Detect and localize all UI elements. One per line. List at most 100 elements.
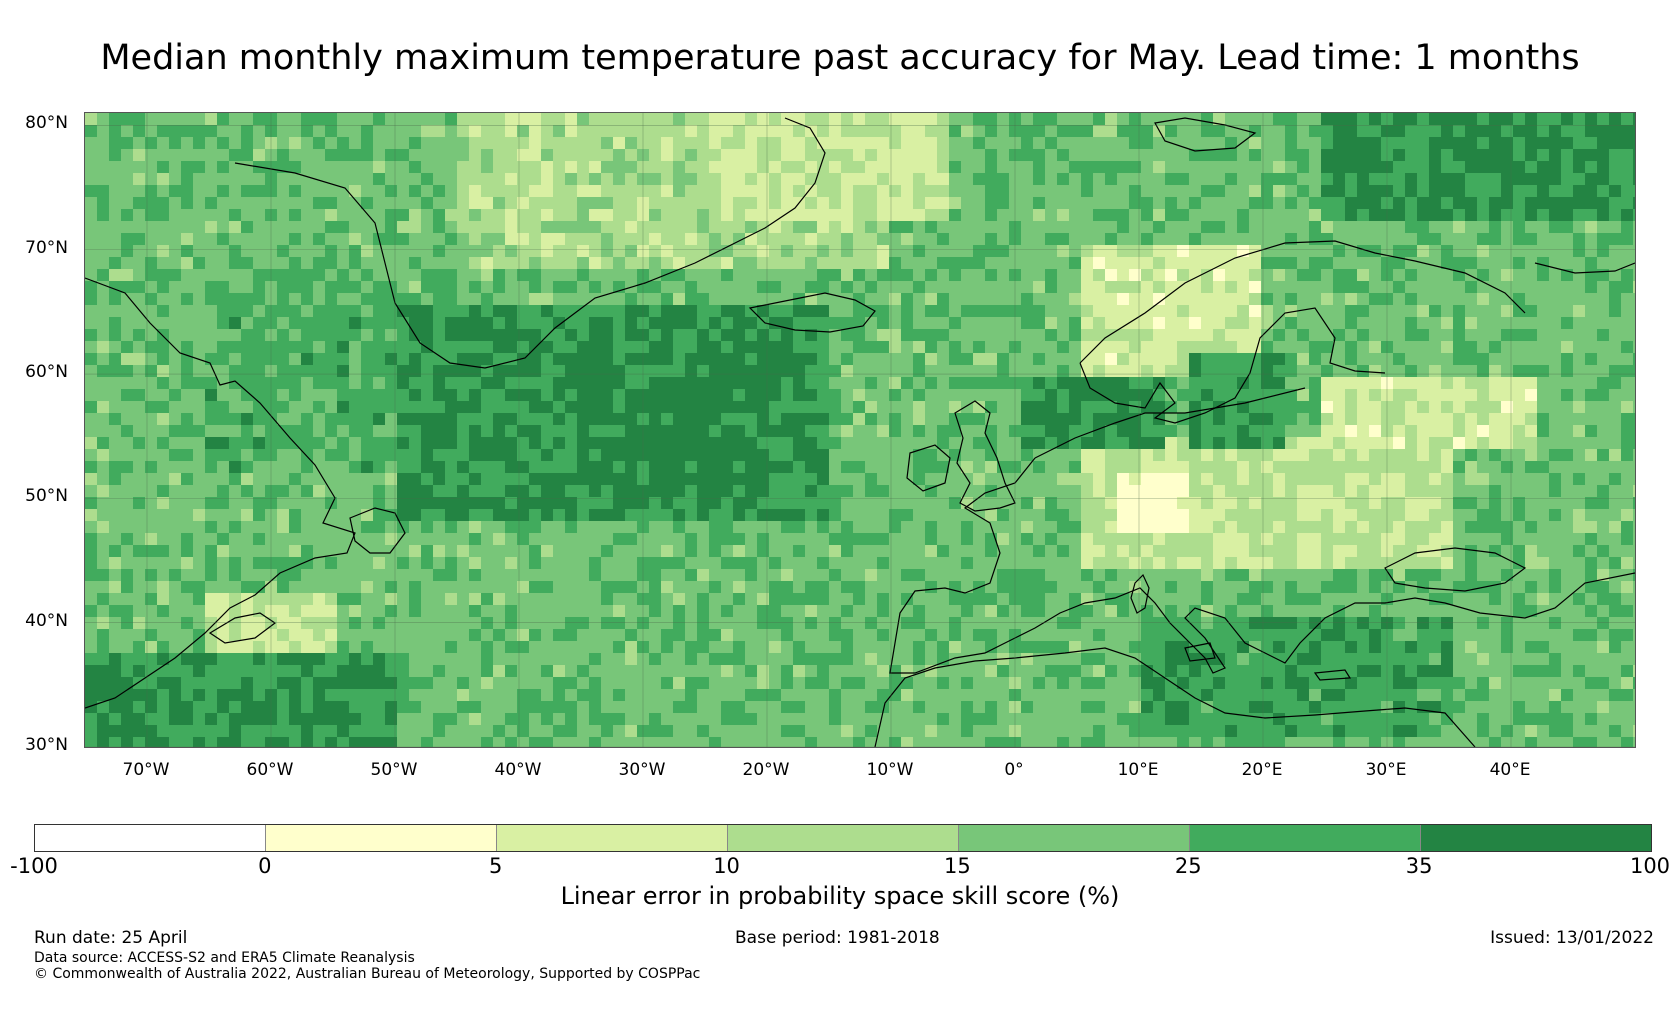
skill-cell — [997, 245, 1010, 258]
skill-cell — [649, 509, 662, 522]
skill-cell — [1201, 161, 1214, 174]
skill-cell — [181, 113, 194, 126]
skill-cell — [1309, 245, 1322, 258]
skill-cell — [505, 461, 518, 474]
skill-cell — [913, 401, 926, 414]
skill-cell — [1441, 269, 1454, 282]
skill-cell — [1441, 257, 1454, 270]
skill-cell — [433, 173, 446, 186]
skill-cell — [1069, 425, 1082, 438]
skill-cell — [1081, 113, 1094, 126]
skill-cell — [385, 149, 398, 162]
skill-cell — [385, 221, 398, 234]
skill-cell — [1225, 185, 1238, 198]
skill-cell — [901, 125, 914, 138]
skill-cell — [1321, 449, 1334, 462]
skill-cell — [277, 113, 290, 126]
skill-cell — [313, 377, 326, 390]
skill-cell — [781, 245, 794, 258]
skill-cell — [1405, 509, 1418, 522]
skill-cell — [1033, 293, 1046, 306]
skill-cell — [541, 461, 554, 474]
skill-cell — [1405, 497, 1418, 510]
skill-cell — [925, 341, 938, 354]
skill-cell — [1213, 113, 1226, 126]
skill-cell — [1213, 353, 1226, 366]
skill-cell — [1537, 389, 1550, 402]
skill-cell — [1261, 329, 1274, 342]
skill-cell — [1129, 209, 1142, 222]
skill-cell — [1453, 245, 1466, 258]
skill-cell — [589, 149, 602, 162]
skill-cell — [229, 425, 242, 438]
skill-cell — [889, 413, 902, 426]
skill-cell — [457, 473, 470, 486]
skill-cell — [421, 461, 434, 474]
skill-cell — [1429, 221, 1442, 234]
skill-cell — [901, 209, 914, 222]
skill-cell — [541, 569, 554, 582]
skill-cell — [1561, 281, 1574, 294]
skill-cell — [349, 257, 362, 270]
skill-cell — [1633, 185, 1635, 198]
skill-cell — [289, 293, 302, 306]
skill-cell — [1189, 389, 1202, 402]
skill-cell — [697, 149, 710, 162]
skill-cell — [577, 245, 590, 258]
skill-cell — [589, 485, 602, 498]
skill-cell — [1033, 437, 1046, 450]
skill-cell — [805, 533, 818, 546]
skill-cell — [1393, 221, 1406, 234]
skill-cell — [1117, 473, 1130, 486]
skill-cell — [1081, 185, 1094, 198]
skill-cell — [301, 401, 314, 414]
skill-cell — [1609, 461, 1622, 474]
skill-cell — [1309, 269, 1322, 282]
skill-cell — [913, 113, 926, 126]
skill-cell — [517, 413, 530, 426]
skill-cell — [1141, 245, 1154, 258]
skill-cell — [325, 329, 338, 342]
skill-cell — [1585, 257, 1598, 270]
skill-cell — [949, 521, 962, 534]
skill-cell — [1321, 113, 1334, 126]
skill-cell — [313, 425, 326, 438]
skill-cell — [1081, 257, 1094, 270]
skill-cell — [397, 473, 410, 486]
skill-cell — [781, 197, 794, 210]
skill-cell — [1513, 533, 1526, 546]
skill-cell — [913, 305, 926, 318]
skill-cell — [697, 533, 710, 546]
skill-cell — [1537, 293, 1550, 306]
skill-cell — [313, 401, 326, 414]
skill-cell — [337, 353, 350, 366]
skill-cell — [685, 209, 698, 222]
skill-cell — [517, 521, 530, 534]
skill-cell — [541, 125, 554, 138]
skill-cell — [1201, 341, 1214, 354]
skill-cell — [541, 437, 554, 450]
skill-cell — [1189, 137, 1202, 150]
skill-cell — [1057, 233, 1070, 246]
skill-cell — [529, 461, 542, 474]
skill-cell — [1249, 197, 1262, 210]
skill-cell — [1525, 329, 1538, 342]
skill-cell — [817, 413, 830, 426]
skill-cell — [109, 317, 122, 330]
skill-cell — [1189, 449, 1202, 462]
skill-cell — [1465, 377, 1478, 390]
skill-cell — [1177, 161, 1190, 174]
skill-cell — [1153, 401, 1166, 414]
skill-cell — [409, 569, 422, 582]
skill-cell — [1045, 293, 1058, 306]
skill-cell — [733, 437, 746, 450]
skill-cell — [373, 197, 386, 210]
skill-cell — [1501, 449, 1514, 462]
skill-cell — [1525, 161, 1538, 174]
skill-cell — [205, 545, 218, 558]
skill-cell — [361, 149, 374, 162]
skill-cell — [937, 341, 950, 354]
skill-cell — [817, 497, 830, 510]
skill-cell — [193, 329, 206, 342]
skill-cell — [457, 281, 470, 294]
